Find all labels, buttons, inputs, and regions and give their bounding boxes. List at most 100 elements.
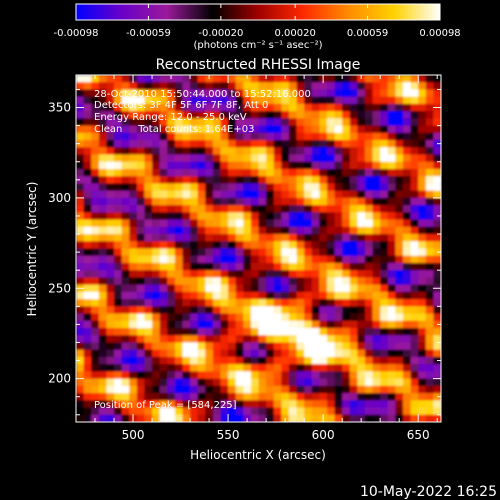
- image-pixel: [311, 313, 320, 322]
- image-pixel: [136, 306, 146, 315]
- image-pixel: [106, 277, 115, 286]
- image-pixel: [273, 176, 282, 185]
- image-pixel: [182, 147, 191, 156]
- image-pixel: [129, 407, 138, 416]
- image-pixel: [98, 183, 108, 192]
- image-pixel: [167, 306, 176, 315]
- image-pixel: [258, 197, 267, 206]
- image-pixel: [235, 371, 244, 380]
- image-pixel: [136, 103, 146, 112]
- image-pixel: [311, 407, 320, 416]
- image-pixel: [288, 219, 298, 228]
- image-pixel: [114, 226, 123, 235]
- image-pixel: [319, 103, 328, 112]
- image-pixel: [418, 393, 427, 401]
- image-pixel: [311, 147, 320, 156]
- image-pixel: [220, 103, 229, 112]
- image-pixel: [83, 197, 92, 206]
- image-pixel: [243, 291, 252, 300]
- image-pixel: [243, 320, 252, 329]
- image-pixel: [281, 132, 290, 141]
- image-pixel: [182, 306, 191, 315]
- image-pixel: [167, 118, 176, 127]
- image-pixel: [159, 255, 168, 264]
- image-pixel: [425, 299, 434, 307]
- image-pixel: [326, 132, 336, 141]
- image-pixel: [167, 103, 176, 112]
- image-pixel: [144, 414, 153, 422]
- image-pixel: [174, 111, 184, 119]
- image-pixel: [319, 371, 328, 380]
- image-pixel: [304, 356, 313, 365]
- image-pixel: [410, 147, 419, 156]
- image-pixel: [342, 414, 351, 422]
- image-pixel: [402, 154, 412, 163]
- image-pixel: [220, 82, 229, 91]
- image-pixel: [235, 364, 244, 372]
- image-pixel: [174, 168, 184, 177]
- image-pixel: [197, 183, 206, 192]
- image-pixel: [281, 212, 290, 221]
- image-pixel: [410, 219, 419, 228]
- image-pixel: [349, 140, 358, 148]
- image-pixel: [273, 183, 282, 192]
- image-pixel: [349, 190, 358, 199]
- image-pixel: [98, 270, 108, 279]
- image-pixel: [304, 328, 313, 336]
- image-pixel: [326, 176, 336, 185]
- image-pixel: [129, 306, 138, 315]
- image-pixel: [258, 335, 267, 344]
- image-pixel: [129, 82, 138, 91]
- image-pixel: [372, 205, 381, 213]
- image-pixel: [91, 125, 100, 134]
- image-pixel: [136, 176, 146, 185]
- image-pixel: [174, 197, 184, 206]
- image-pixel: [197, 132, 206, 141]
- image-pixel: [136, 400, 146, 409]
- image-pixel: [433, 82, 441, 91]
- image-pixel: [258, 255, 267, 264]
- image-pixel: [372, 378, 381, 387]
- footer-date: 10-May-2022 16:25: [360, 484, 497, 500]
- image-pixel: [281, 277, 290, 286]
- image-pixel: [258, 400, 267, 409]
- image-pixel: [266, 205, 275, 213]
- image-pixel: [357, 161, 366, 170]
- image-pixel: [288, 349, 298, 358]
- image-pixel: [83, 378, 92, 387]
- image-pixel: [114, 248, 123, 257]
- image-pixel: [83, 356, 92, 365]
- image-pixel: [349, 96, 358, 105]
- image-pixel: [266, 299, 275, 307]
- image-pixel: [296, 284, 305, 293]
- image-pixel: [83, 118, 92, 127]
- image-pixel: [98, 219, 108, 228]
- image-pixel: [152, 306, 161, 315]
- image-pixel: [144, 407, 153, 416]
- image-pixel: [387, 277, 396, 286]
- image-pixel: [144, 291, 153, 300]
- image-pixel: [296, 320, 305, 329]
- image-pixel: [349, 75, 358, 83]
- image-pixel: [296, 147, 305, 156]
- image-pixel: [258, 168, 267, 177]
- image-pixel: [402, 118, 412, 127]
- image-pixel: [273, 400, 282, 409]
- image-pixel: [357, 234, 366, 242]
- image-pixel: [319, 364, 328, 372]
- image-pixel: [326, 82, 336, 91]
- image-pixel: [106, 364, 115, 372]
- image-pixel: [342, 96, 351, 105]
- image-pixel: [91, 161, 100, 170]
- image-pixel: [106, 82, 115, 91]
- image-pixel: [144, 371, 153, 380]
- image-pixel: [182, 371, 191, 380]
- image-pixel: [114, 241, 123, 250]
- image-pixel: [266, 132, 275, 141]
- image-pixel: [182, 328, 191, 336]
- image-pixel: [334, 161, 343, 170]
- image-pixel: [402, 212, 412, 221]
- image-pixel: [144, 356, 153, 365]
- image-pixel: [250, 364, 260, 372]
- image-pixel: [83, 183, 92, 192]
